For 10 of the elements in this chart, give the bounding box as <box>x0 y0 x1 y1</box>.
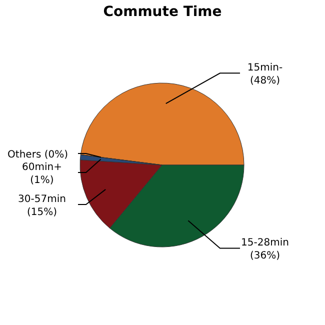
slice-label: 30-57min <box>18 194 66 205</box>
data-label: (15%) <box>26 206 58 218</box>
slice-label: 60min+ <box>22 162 62 173</box>
slice-label: 15min- <box>247 62 283 74</box>
data-label: (36%) <box>250 250 280 262</box>
slice-label: 15-28min <box>241 238 289 249</box>
chart-title: Commute Time <box>103 4 222 20</box>
data-label: (48%) <box>250 76 280 87</box>
legend-label: Others (0%) <box>8 149 68 160</box>
data-label: (1%) <box>30 174 54 186</box>
